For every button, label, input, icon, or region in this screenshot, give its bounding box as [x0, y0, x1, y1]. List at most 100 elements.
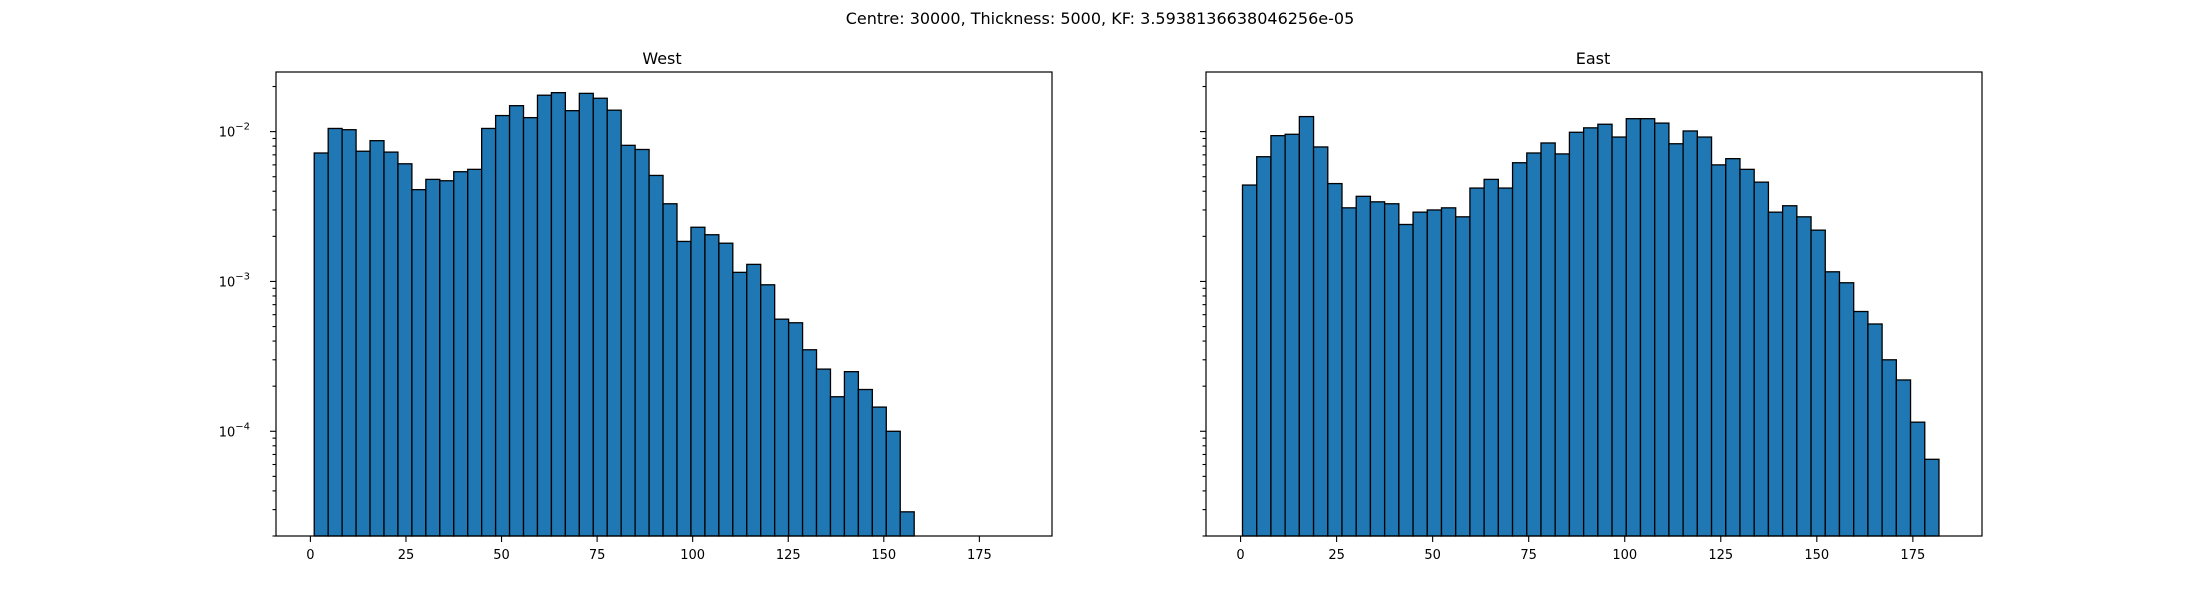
west-histogram-bar: [439, 180, 455, 537]
west-histogram-bar: [369, 140, 385, 537]
west-histogram-bar: [592, 97, 608, 537]
east-histogram-bar: [1654, 122, 1670, 537]
west-x-tick-label: 100: [680, 548, 705, 563]
east-histogram-bar: [1497, 187, 1514, 537]
east-histogram-bar: [1327, 182, 1343, 537]
east-axes-title: East: [1576, 49, 1611, 68]
west-x-ticks: 0 25 50 75 100 125 150 175: [306, 536, 992, 563]
west-x-tick-label: 25: [398, 548, 415, 563]
east-histogram-bar: [1696, 136, 1713, 537]
west-histogram-bar: [787, 322, 804, 537]
west-y-tick-label: 10−3: [219, 271, 250, 290]
east-histogram-bar: [1611, 136, 1627, 537]
east-x-tick-label: 0: [1236, 548, 1244, 563]
east-histogram-bar: [1924, 458, 1940, 537]
west-histogram-bar: [341, 129, 357, 537]
east-histogram-bar: [1810, 229, 1826, 537]
west-histogram-bar: [815, 368, 832, 537]
west-histogram-bar: [732, 271, 748, 537]
east-histogram-bar: [1526, 152, 1542, 537]
east-axes-frame: [1205, 71, 1983, 537]
west-x-tick-label: 175: [967, 548, 992, 563]
east-histogram-bar: [1383, 203, 1400, 537]
west-histogram-bar: [522, 116, 539, 537]
west-histogram-bar: [634, 148, 650, 537]
east-histogram-bar: [1554, 153, 1571, 537]
east-histogram-bar: [1398, 223, 1414, 537]
west-axes-title: West: [642, 49, 681, 68]
west-histogram-bar: [383, 151, 399, 537]
east-histogram-bar: [1710, 164, 1727, 537]
west-histogram-bar: [829, 396, 846, 537]
east-histogram-bar: [1625, 118, 1642, 537]
east-histogram-axes: East 0 25 50 75 100 125 150 175: [1200, 49, 1983, 563]
west-histogram-bar: [620, 144, 636, 537]
west-histogram-bar: [564, 110, 580, 537]
west-y-tick-label: 10−2: [219, 122, 250, 141]
east-histogram-bar: [1867, 323, 1883, 537]
east-histogram-bar: [1284, 133, 1301, 537]
east-histogram-bar: [1767, 211, 1784, 537]
west-histogram-axes: West 0 25 50 75 100 125 150 175 10−2 10−3 10−4: [219, 49, 1053, 563]
west-histogram-bar: [411, 188, 427, 537]
east-x-tick-label: 75: [1520, 548, 1537, 563]
east-histogram-bar: [1682, 130, 1698, 537]
east-x-tick-label: 150: [1804, 548, 1829, 563]
figure-suptitle: Centre: 30000, Thickness: 5000, KF: 3.59…: [846, 9, 1355, 28]
east-histogram-bar: [1781, 205, 1798, 537]
west-x-tick-label: 125: [776, 548, 801, 563]
west-x-tick-label: 150: [871, 548, 896, 563]
west-histogram-bar: [508, 105, 525, 537]
west-histogram-bar: [467, 168, 483, 537]
west-histogram-bar: [843, 371, 860, 537]
east-histogram-bar: [1838, 282, 1855, 537]
east-histogram-bar: [1796, 216, 1812, 537]
west-histogram-bar: [578, 92, 594, 537]
east-histogram-bar: [1241, 184, 1258, 537]
west-histogram-bar: [425, 178, 441, 537]
east-histogram-bar: [1355, 195, 1372, 537]
east-histogram-bar: [1895, 379, 1912, 537]
east-histogram-bar: [1881, 359, 1897, 537]
west-histogram-bar: [801, 349, 818, 537]
west-histogram-bar: [453, 171, 469, 537]
east-histogram-bar: [1256, 156, 1272, 537]
west-histogram-bar: [397, 163, 413, 537]
east-histogram-bar: [1909, 421, 1926, 537]
east-x-tick-label: 25: [1328, 548, 1345, 563]
west-x-tick-label: 75: [589, 548, 606, 563]
east-histogram-bar: [1568, 131, 1585, 537]
east-histogram-bar: [1753, 181, 1770, 537]
west-histogram-bar: [313, 152, 329, 537]
east-histogram-bar: [1739, 168, 1755, 537]
east-histogram-bar: [1853, 310, 1869, 537]
east-histogram-bar: [1597, 123, 1613, 537]
west-histogram-bar: [704, 234, 720, 537]
east-histogram-bar: [1426, 209, 1443, 537]
west-histogram-bar: [648, 174, 664, 537]
west-histogram-bar: [760, 284, 776, 537]
west-axes-frame: [275, 71, 1053, 537]
west-histogram-bar: [662, 203, 678, 537]
east-x-ticks: 0 25 50 75 100 125 150 175: [1236, 536, 1925, 563]
west-histogram-bar: [481, 127, 497, 537]
west-histogram-bar: [550, 92, 567, 537]
east-x-tick-label: 125: [1708, 548, 1733, 563]
east-histogram-bar: [1341, 207, 1357, 537]
west-bars: [313, 92, 915, 537]
east-histogram-bar: [1312, 146, 1329, 537]
east-histogram-bar: [1540, 142, 1556, 537]
west-histogram-bar: [774, 318, 790, 537]
east-histogram-bar: [1639, 118, 1656, 537]
west-y-ticks: 10−2 10−3 10−4: [219, 85, 276, 537]
west-x-tick-label: 50: [493, 548, 510, 563]
east-histogram-bar: [1483, 178, 1499, 537]
west-histogram-bar: [494, 114, 511, 537]
east-y-ticks: [1200, 85, 1206, 537]
west-y-tick-label: 10−4: [219, 421, 250, 440]
east-histogram-bar: [1469, 187, 1485, 537]
east-histogram-bar: [1455, 216, 1471, 537]
west-histogram-bar: [885, 430, 901, 537]
east-histogram-bar: [1369, 201, 1386, 537]
